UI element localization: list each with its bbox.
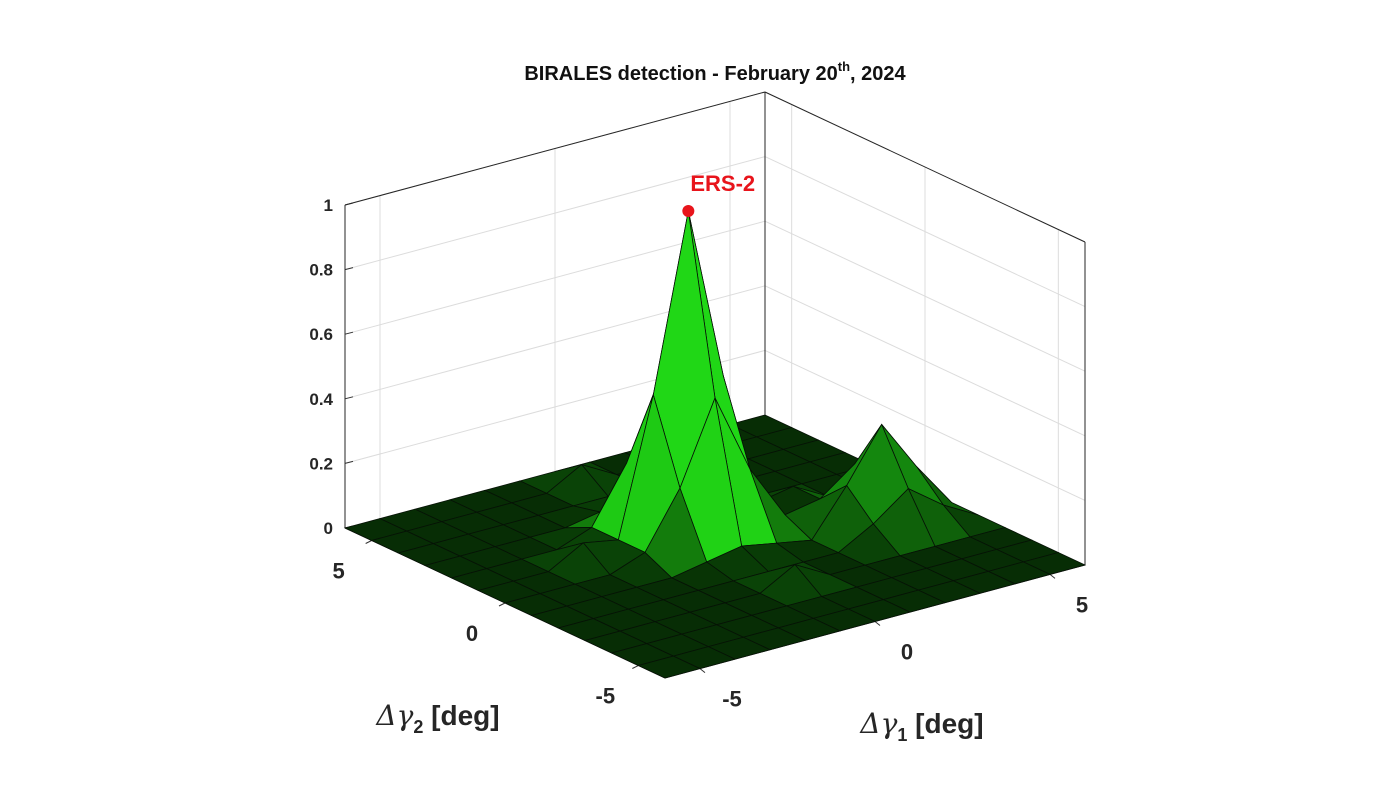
y-axis-label-part: [deg] [423,700,499,731]
y-axis-label-part: 2 [413,717,423,737]
annotation-label: ERS-2 [690,171,755,196]
z-tick-label: 0.8 [309,261,333,280]
z-tick [344,331,354,335]
x-tick [874,621,881,626]
chart-title-part: th [838,59,850,74]
z-tick-label: 0.2 [309,454,333,473]
z-tick-label: 1 [324,196,333,215]
z-tick-label: 0.4 [309,390,333,409]
y-tick-label: -5 [596,684,616,709]
z-tick-label: 0 [324,519,333,538]
x-tick [699,668,706,673]
x-axis-label-part: Δγ [859,707,897,740]
x-tick-label: 0 [901,640,913,665]
y-tick [632,665,639,669]
x-tick [1049,574,1056,579]
y-axis-label-part: Δγ [375,699,413,732]
x-axis-label: Δγ1 [deg] [859,707,983,745]
axis-line [764,91,1086,243]
y-tick [498,602,506,607]
y-axis-label: Δγ2 [deg] [375,699,499,737]
surface-cell [637,655,702,679]
y-tick-label: 0 [466,621,478,646]
z-tick [344,396,354,400]
chart-title-part: , 2024 [850,63,906,85]
x-axis-label-part: [deg] [907,708,983,739]
x-axis-label-part: 1 [897,725,907,745]
chart-title-part: BIRALES detection - February 20 [524,63,837,85]
y-tick [365,540,372,544]
z-tick [344,267,354,271]
z-tick-label: 0.6 [309,325,333,344]
chart-title: BIRALES detection - February 20th, 2024 [524,59,906,85]
z-tick [344,460,354,464]
peak-marker [682,205,695,217]
axis-line [344,91,766,206]
x-tick-label: 5 [1076,592,1088,617]
y-tick-label: 5 [333,559,345,584]
x-tick-label: -5 [722,687,742,712]
